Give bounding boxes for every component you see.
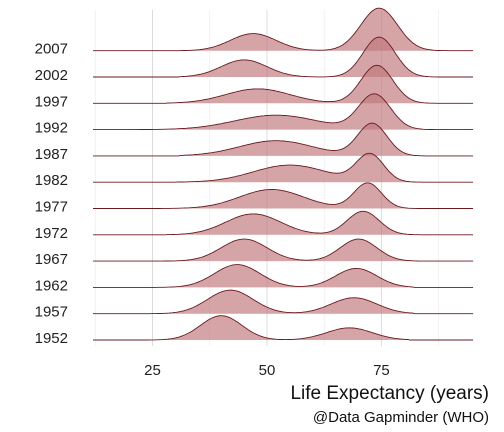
ridge-area-1997 (93, 65, 473, 104)
y-category-label-1962: 1962 (35, 277, 68, 294)
ridge-area-1982 (93, 153, 473, 183)
ridge-area-1962 (93, 264, 473, 288)
ridge-area-1987 (93, 123, 473, 156)
x-tick-label: 50 (259, 362, 276, 379)
ridge-outline-1992 (93, 93, 473, 131)
y-category-label-1972: 1972 (35, 225, 68, 242)
y-category-label-1967: 1967 (35, 251, 68, 268)
ridge-outline-1972 (93, 210, 473, 236)
ridge-outline-1957 (93, 289, 473, 315)
ridge-area-2007 (93, 8, 473, 51)
x-tick-label: 25 (144, 362, 161, 379)
y-category-label-1987: 1987 (35, 146, 68, 163)
chart-caption: @Data Gapminder (WHO) (313, 409, 489, 426)
y-category-label-1992: 1992 (35, 120, 68, 137)
y-category-label-2002: 2002 (35, 67, 68, 84)
ridge-area-1957 (93, 290, 473, 314)
ridge-area-1992 (93, 93, 473, 130)
y-category-label-1997: 1997 (35, 93, 68, 110)
x-tick-label: 75 (373, 362, 390, 379)
ridge-outline-1987 (93, 122, 473, 157)
ridge-outline-1962 (93, 264, 473, 288)
ridge-area-1952 (93, 315, 473, 340)
y-category-label-1977: 1977 (35, 199, 68, 216)
y-category-label-2007: 2007 (35, 41, 68, 58)
ridge-outline-2007 (93, 7, 473, 52)
ridge-outline-1982 (93, 152, 473, 183)
ridge-outline-2002 (93, 36, 473, 78)
ridge-outline-1967 (93, 238, 473, 262)
ridge-outline-1977 (93, 182, 473, 209)
ridge-area-1967 (93, 239, 473, 262)
ridge-outline-1952 (93, 315, 473, 341)
label-layer: 2007 2002 1997 1992 1987 1982 1977 1972 1967 1962… (35, 41, 68, 347)
ridge-outline-1997 (93, 64, 473, 104)
ridge-area-1977 (93, 182, 473, 209)
y-category-label-1957: 1957 (35, 304, 68, 321)
ridge-layer (93, 7, 473, 341)
y-category-label-1982: 1982 (35, 172, 68, 189)
x-axis-title: Life Expectancy (years) (290, 383, 489, 404)
ridge-area-1972 (93, 211, 473, 235)
y-category-label-1952: 1952 (35, 330, 68, 347)
